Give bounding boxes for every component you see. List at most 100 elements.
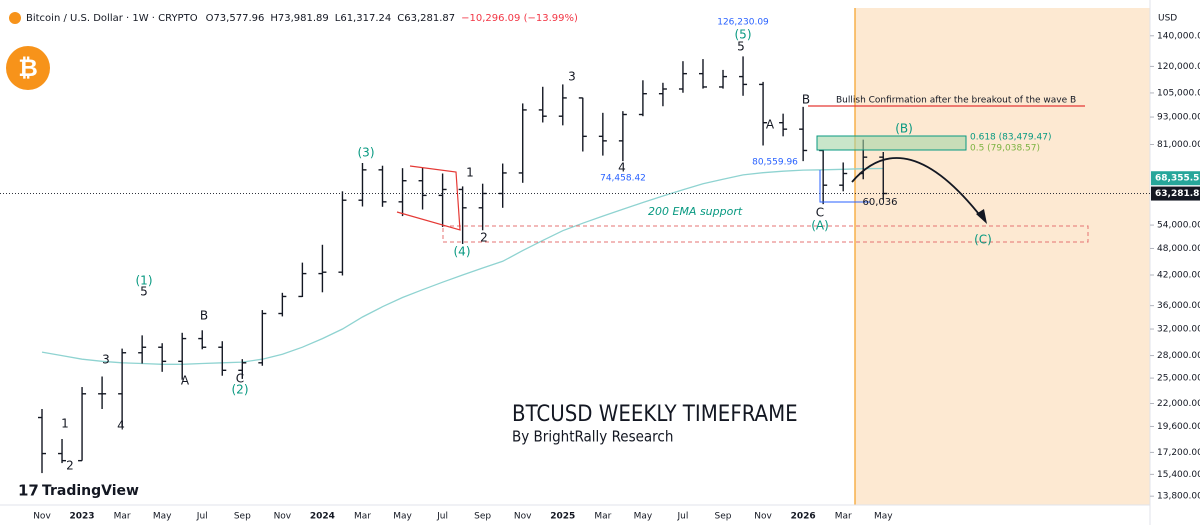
y-tick-label: 36,000.00	[1157, 301, 1200, 311]
annotation: (C)	[974, 233, 992, 247]
y-tick-label: 32,000.00	[1157, 325, 1200, 335]
header-value: L61,317.24	[335, 13, 391, 24]
symbol-title: Bitcoin / U.S. Dollar · 1W · CRYPTO	[26, 13, 198, 24]
x-tick-label: Jul	[436, 512, 448, 522]
y-tick-label: 25,000.00	[1157, 374, 1200, 384]
x-tick-label: Sep	[474, 512, 491, 522]
coin	[6, 46, 50, 90]
x-tick-label: Sep	[234, 512, 251, 522]
annotation: 2	[66, 459, 74, 473]
x-tick-label: May	[634, 512, 653, 522]
brand-name: TradingView	[42, 483, 139, 499]
annotation: B	[200, 309, 208, 323]
x-tick-label: Jul	[677, 512, 689, 522]
y-tick-label: 81,000.00	[1157, 140, 1200, 150]
x-tick-label: May	[874, 512, 893, 522]
y-tick-label: 105,000.00	[1157, 88, 1200, 98]
x-tick-label: 2024	[310, 512, 335, 522]
x-tick-label: Nov	[33, 512, 51, 522]
header: Bitcoin / U.S. Dollar · 1W · CRYPTO	[9, 12, 198, 24]
range-box	[819, 170, 870, 203]
annotation: 1	[466, 166, 474, 180]
annotation: 4	[117, 419, 125, 433]
price-tag	[1151, 171, 1200, 186]
y-tick-label: 48,000.00	[1157, 244, 1200, 254]
annotation: 5	[140, 285, 148, 299]
annotation: BTCUSD WEEKLY TIMEFRAME	[512, 402, 798, 427]
x-tick-label: Nov	[514, 512, 532, 522]
annotation: 3	[102, 353, 110, 367]
y-tick-label: 120,000.00	[1157, 62, 1200, 72]
annotation: C	[236, 372, 244, 386]
annotation: (4)	[454, 245, 471, 259]
plot	[0, 56, 1150, 474]
x-tick-label: 2025	[550, 512, 575, 522]
fib-zone	[816, 135, 967, 151]
y-tick-label: 54,000.00	[1157, 221, 1200, 231]
x-tick-label: May	[153, 512, 172, 522]
annotation: (2)	[232, 383, 249, 397]
header-value: −10,296.09 (−13.99%)	[461, 13, 578, 24]
annotation: (B)	[895, 122, 913, 136]
header-value: H73,981.89	[270, 13, 328, 24]
annotation: (A)	[811, 219, 829, 233]
x-tick-label: Sep	[715, 512, 732, 522]
annotation: Bullish Confirmation after the breakout …	[836, 96, 1076, 106]
annotation: 60,036	[863, 197, 898, 208]
annotation: C	[816, 206, 824, 220]
y-tick-label: 28,000.00	[1157, 351, 1200, 361]
annotation: 200 EMA support	[648, 205, 743, 218]
annotation: 0.618 (83,479.47)	[970, 133, 1051, 143]
annotation: 126,230.09	[717, 18, 769, 28]
annotation: 3	[568, 70, 576, 84]
forecast-zone	[855, 8, 1150, 505]
x-tick-label: Mar	[835, 512, 852, 522]
x-tick-label: Nov	[754, 512, 772, 522]
price-tag	[1151, 186, 1200, 201]
annotation: (3)	[358, 146, 375, 160]
header-value: O73,577.96	[206, 13, 265, 24]
annotation: By BrightRally Research	[512, 428, 673, 446]
brand: 17 TradingView	[18, 482, 139, 500]
drawings	[396, 105, 1089, 243]
currency: USD	[1158, 14, 1177, 24]
coin-symbol: ₿	[18, 54, 38, 82]
annotation: 80,559.96	[752, 158, 798, 168]
annotation: 4	[618, 161, 626, 175]
annotation: 2	[480, 231, 488, 245]
x-tick-label: Mar	[594, 512, 611, 522]
y-tick-label: 140,000.00	[1157, 31, 1200, 41]
price-tag-label: 68,355.58	[1155, 174, 1200, 184]
target-zone	[442, 225, 1089, 243]
x-tick-label: Jul	[196, 512, 208, 522]
header-value: C63,281.87	[397, 13, 455, 24]
x-tick-label: 2026	[791, 512, 816, 522]
annotation: (1)	[136, 274, 153, 288]
annotation: 0.5 (79,038.57)	[970, 144, 1040, 154]
annotation: 1	[61, 417, 69, 431]
symbol-icon	[9, 12, 21, 24]
y-tick-label: 22,000.00	[1157, 399, 1200, 409]
annotation: 74,458.42	[600, 174, 646, 184]
projection-curve	[851, 157, 983, 219]
y-tick-label: 42,000.00	[1157, 271, 1200, 281]
x-tick-label: May	[393, 512, 412, 522]
y-tick-label: 17,200.00	[1157, 448, 1200, 458]
x-tick-label: Nov	[274, 512, 292, 522]
brand-mark: 17	[18, 482, 39, 500]
y-tick-label: 15,400.00	[1157, 470, 1200, 480]
annotation: (5)	[735, 28, 752, 42]
triangle	[396, 165, 461, 231]
y-tick-label: 19,600.00	[1157, 422, 1200, 432]
annotation: A	[766, 118, 775, 132]
x-tick-label: Mar	[114, 512, 131, 522]
coin-logo: ₿	[6, 46, 50, 90]
price-tag-label: 63,281.87	[1155, 189, 1200, 199]
annotation: A	[181, 374, 190, 388]
y-tick-label: 13,800.00	[1157, 492, 1200, 502]
annotation: 5	[737, 40, 745, 54]
x-tick-label: 2023	[70, 512, 95, 522]
y-tick-label: 93,000.00	[1157, 113, 1200, 123]
annotation: B	[802, 93, 810, 107]
